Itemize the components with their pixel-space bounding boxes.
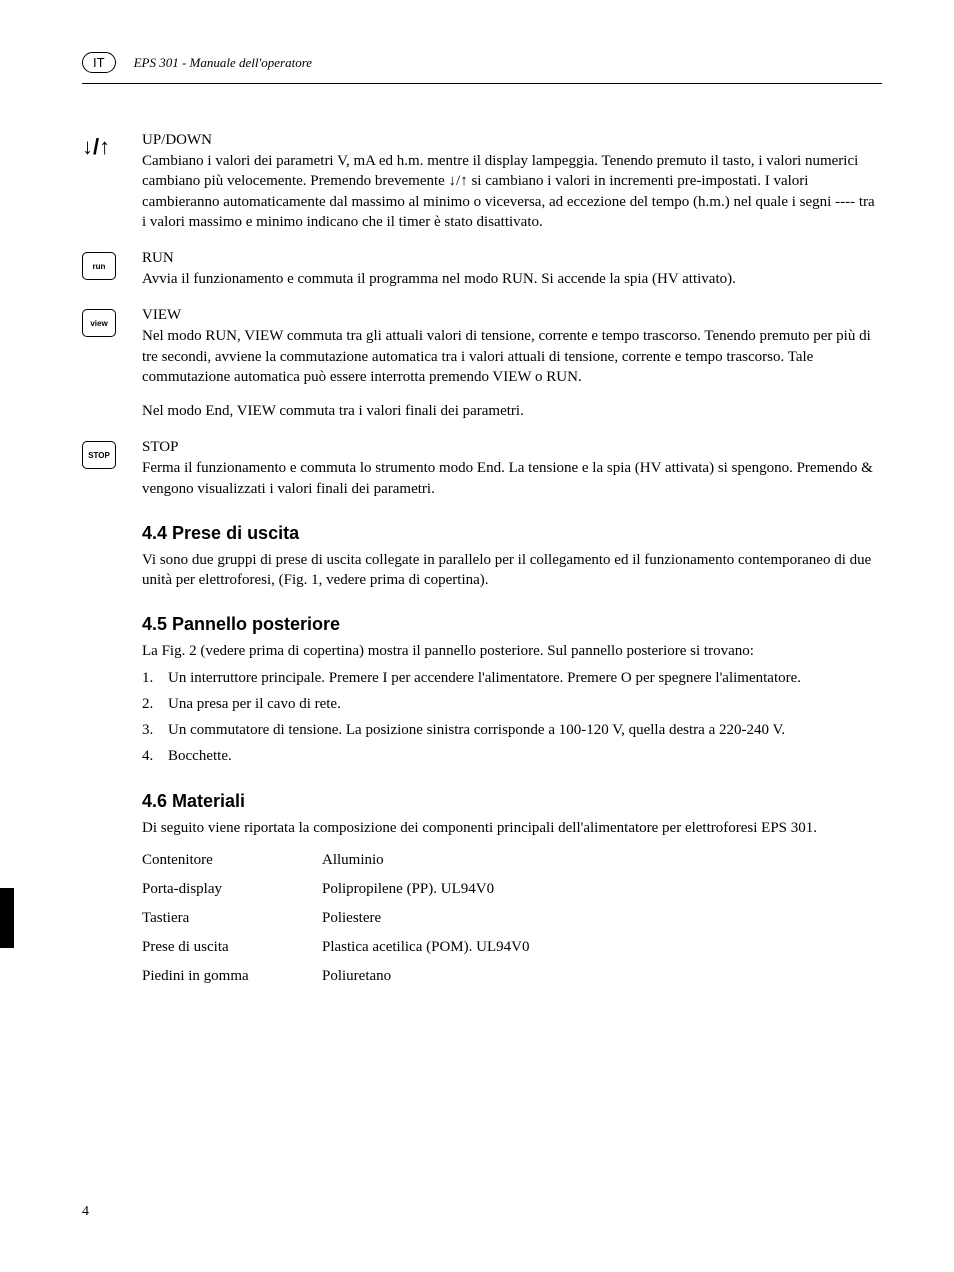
section-text: Vi sono due gruppi di prese di uscita co…	[142, 550, 882, 591]
material-label: Porta-display	[142, 881, 322, 898]
item-body: Avvia il funzionamento e commuta il prog…	[142, 269, 882, 289]
materials-table: Contenitore Alluminio Porta-display Poli…	[142, 852, 882, 985]
updown-arrows-icon: ↓/↑	[82, 134, 110, 159]
section-text: Di seguito viene riportata la composizio…	[142, 818, 882, 838]
item-run: run RUN Avvia il funzionamento e commuta…	[82, 250, 882, 289]
text-col: STOP Ferma il funzionamento e commuta lo…	[142, 439, 882, 499]
item-view: view VIEW Nel modo RUN, VIEW commuta tra…	[82, 307, 882, 421]
list-item: Un interruttore principale. Premere I pe…	[142, 668, 882, 688]
icon-col: ↓/↑	[82, 132, 142, 232]
section-4-5: 4.5 Pannello posteriore La Fig. 2 (veder…	[142, 614, 882, 766]
side-tab	[0, 888, 14, 948]
run-key-icon: run	[82, 252, 116, 280]
icon-col: run	[82, 250, 142, 289]
table-row: Piedini in gomma Poliuretano	[142, 968, 882, 985]
icon-col: view	[82, 307, 142, 421]
list-item: Bocchette.	[142, 746, 882, 766]
section-4-4: 4.4 Prese di uscita Vi sono due gruppi d…	[142, 523, 882, 591]
page-header: IT EPS 301 - Manuale dell'operatore	[82, 52, 882, 73]
stop-key-icon: STOP	[82, 441, 116, 469]
text-col: VIEW Nel modo RUN, VIEW commuta tra gli …	[142, 307, 882, 421]
view-key-icon: view	[82, 309, 116, 337]
item-body: Nel modo RUN, VIEW commuta tra gli attua…	[142, 326, 882, 387]
material-value: Polipropilene (PP). UL94V0	[322, 881, 882, 898]
table-row: Contenitore Alluminio	[142, 852, 882, 869]
material-label: Tastiera	[142, 910, 322, 927]
header-title: EPS 301 - Manuale dell'operatore	[134, 55, 312, 71]
material-value: Plastica acetilica (POM). UL94V0	[322, 939, 882, 956]
section-heading: 4.4 Prese di uscita	[142, 523, 882, 544]
list-item: Un commutatore di tensione. La posizione…	[142, 720, 882, 740]
rear-panel-list: Un interruttore principale. Premere I pe…	[142, 668, 882, 767]
text-col: RUN Avvia il funzionamento e commuta il …	[142, 250, 882, 289]
material-label: Contenitore	[142, 852, 322, 869]
page: IT EPS 301 - Manuale dell'operatore ↓/↑ …	[0, 0, 954, 1037]
item-title: VIEW	[142, 307, 882, 324]
material-label: Piedini in gomma	[142, 968, 322, 985]
section-heading: 4.6 Materiali	[142, 791, 882, 812]
material-value: Poliuretano	[322, 968, 882, 985]
item-body-extra: Nel modo End, VIEW commuta tra i valori …	[142, 401, 882, 421]
material-value: Alluminio	[322, 852, 882, 869]
section-4-6: 4.6 Materiali Di seguito viene riportata…	[142, 791, 882, 985]
text-col: UP/DOWN Cambiano i valori dei parametri …	[142, 132, 882, 232]
item-stop: STOP STOP Ferma il funzionamento e commu…	[82, 439, 882, 499]
item-title: UP/DOWN	[142, 132, 882, 149]
item-updown: ↓/↑ UP/DOWN Cambiano i valori dei parame…	[82, 132, 882, 232]
list-item: Una presa per il cavo di rete.	[142, 694, 882, 714]
section-text: La Fig. 2 (vedere prima di copertina) mo…	[142, 641, 882, 661]
item-title: RUN	[142, 250, 882, 267]
language-badge: IT	[82, 52, 116, 73]
header-rule	[82, 83, 882, 84]
icon-col: STOP	[82, 439, 142, 499]
material-label: Prese di uscita	[142, 939, 322, 956]
item-body: Cambiano i valori dei parametri V, mA ed…	[142, 151, 882, 232]
section-heading: 4.5 Pannello posteriore	[142, 614, 882, 635]
table-row: Porta-display Polipropilene (PP). UL94V0	[142, 881, 882, 898]
item-title: STOP	[142, 439, 882, 456]
table-row: Tastiera Poliestere	[142, 910, 882, 927]
page-number: 4	[82, 1204, 89, 1220]
table-row: Prese di uscita Plastica acetilica (POM)…	[142, 939, 882, 956]
material-value: Poliestere	[322, 910, 882, 927]
item-body: Ferma il funzionamento e commuta lo stru…	[142, 458, 882, 499]
